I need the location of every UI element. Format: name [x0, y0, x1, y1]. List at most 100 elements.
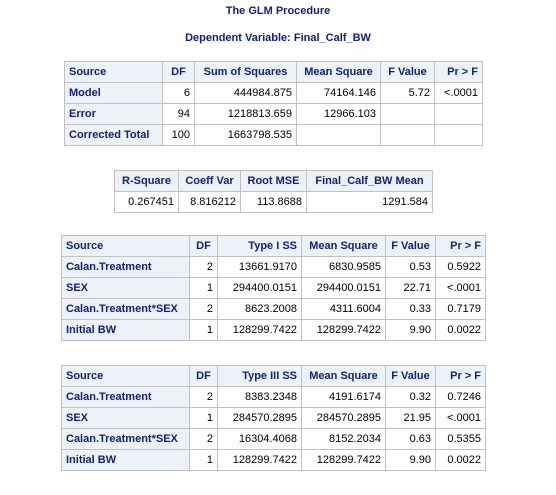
dependent-variable-subtitle: Dependent Variable: Final_Calf_BW [185, 32, 371, 44]
table-cell: 2 [189, 256, 218, 278]
column-header-f-value: F Value [380, 61, 435, 83]
column-header-type1-ss: Type I SS [217, 235, 302, 257]
table-header-row: Source DF Sum of Squares Mean Square F V… [64, 61, 483, 83]
column-header-mean-square: Mean Square [301, 235, 386, 257]
table-row: Initial BW 1 128299.7422 128299.7422 9.9… [61, 319, 486, 341]
table-cell: 12966.103 [296, 103, 381, 125]
column-header-source: Source [64, 61, 163, 83]
row-header: Initial BW [61, 319, 190, 341]
table-cell: 9.90 [385, 319, 436, 341]
table-row: SEX 1 294400.0151 294400.0151 22.71 <.00… [61, 277, 486, 299]
column-header-root-mse: Root MSE [240, 170, 307, 192]
table-cell [380, 124, 435, 146]
table-cell: 2 [189, 386, 218, 408]
table-cell: 2 [189, 428, 218, 450]
table-row: 0.267451 8.816212 113.8688 1291.584 [114, 191, 433, 213]
table-cell: 0.0022 [435, 319, 486, 341]
table-row: Corrected Total 100 1663798.535 [64, 124, 483, 146]
table-cell: 128299.7422 [301, 319, 386, 341]
table-cell: 8152.2034 [301, 428, 386, 450]
table-cell: 8.816212 [178, 191, 241, 213]
row-header: Initial BW [61, 449, 190, 471]
table-cell: 0.63 [385, 428, 436, 450]
table-cell [434, 124, 483, 146]
table-cell: 5.72 [380, 82, 435, 104]
table-cell: 294400.0151 [301, 277, 386, 299]
table-row: SEX 1 284570.2895 284570.2895 21.95 <.00… [61, 407, 486, 429]
table-cell: 16304.4068 [217, 428, 302, 450]
type1-ss-table: Source DF Type I SS Mean Square F Value … [61, 235, 486, 341]
table-header-row: Source DF Type III SS Mean Square F Valu… [61, 365, 486, 387]
column-header-coeff-var: Coeff Var [178, 170, 241, 192]
table-cell: 128299.7422 [217, 449, 302, 471]
table-cell: 8383.2348 [217, 386, 302, 408]
table-row: Calan.Treatment 2 13661.9170 6830.9585 0… [61, 256, 486, 278]
column-header-mean-square: Mean Square [296, 61, 381, 83]
table-cell: 0.0022 [435, 449, 486, 471]
table-cell [380, 103, 435, 125]
table-cell: 2 [189, 298, 218, 320]
table-cell: 0.5922 [435, 256, 486, 278]
row-header: SEX [61, 277, 190, 299]
table-cell: 13661.9170 [217, 256, 302, 278]
table-cell: 1 [189, 407, 218, 429]
table-cell: 0.7179 [435, 298, 486, 320]
table-cell: 74164.146 [296, 82, 381, 104]
table-row: Calan.Treatment 2 8383.2348 4191.6174 0.… [61, 386, 486, 408]
table-cell: 1291.584 [306, 191, 433, 213]
column-header-f-value: F Value [385, 365, 436, 387]
table-cell: 22.71 [385, 277, 436, 299]
column-header-r-square: R-Square [114, 170, 179, 192]
table-cell: 0.5355 [435, 428, 486, 450]
table-cell: <.0001 [435, 407, 486, 429]
table-cell: 1218813.659 [194, 103, 297, 125]
procedure-title: The GLM Procedure [225, 5, 331, 17]
table-row: Initial BW 1 128299.7422 128299.7422 9.9… [61, 449, 486, 471]
table-cell: 9.90 [385, 449, 436, 471]
table-cell: 0.267451 [114, 191, 179, 213]
table-cell: 94 [162, 103, 195, 125]
row-header: Calan.Treatment*SEX [61, 428, 190, 450]
anova-table: Source DF Sum of Squares Mean Square F V… [64, 61, 483, 146]
fit-statistics-table: R-Square Coeff Var Root MSE Final_Calf_B… [114, 170, 433, 213]
column-header-df: DF [189, 235, 218, 257]
table-cell: 1 [189, 319, 218, 341]
table-cell: 128299.7422 [217, 319, 302, 341]
table-row: Model 6 444984.875 74164.146 5.72 <.0001 [64, 82, 483, 104]
column-header-mean: Final_Calf_BW Mean [306, 170, 433, 192]
row-header: SEX [61, 407, 190, 429]
table-cell: 4191.6174 [301, 386, 386, 408]
column-header-pr-f: Pr > F [435, 235, 486, 257]
column-header-df: DF [189, 365, 218, 387]
table-cell: 1663798.535 [194, 124, 297, 146]
table-cell: 21.95 [385, 407, 436, 429]
column-header-mean-square: Mean Square [301, 365, 386, 387]
row-header: Error [64, 103, 163, 125]
table-cell: 0.32 [385, 386, 436, 408]
table-cell: 8623.2008 [217, 298, 302, 320]
type3-ss-table: Source DF Type III SS Mean Square F Valu… [61, 365, 486, 471]
column-header-sum-of-squares: Sum of Squares [194, 61, 297, 83]
column-header-source: Source [61, 235, 190, 257]
table-cell: 1 [189, 277, 218, 299]
table-cell: 284570.2895 [217, 407, 302, 429]
table-cell: 128299.7422 [301, 449, 386, 471]
table-cell [434, 103, 483, 125]
column-header-f-value: F Value [385, 235, 436, 257]
table-cell: 444984.875 [194, 82, 297, 104]
table-cell [296, 124, 381, 146]
table-row: Error 94 1218813.659 12966.103 [64, 103, 483, 125]
row-header: Calan.Treatment [61, 386, 190, 408]
column-header-source: Source [61, 365, 190, 387]
table-row: Calan.Treatment*SEX 2 16304.4068 8152.20… [61, 428, 486, 450]
table-cell: <.0001 [434, 82, 483, 104]
table-cell: 4311.6004 [301, 298, 386, 320]
table-cell: 0.33 [385, 298, 436, 320]
column-header-df: DF [162, 61, 195, 83]
table-cell: 100 [162, 124, 195, 146]
table-cell: 6830.9585 [301, 256, 386, 278]
column-header-pr-f: Pr > F [434, 61, 483, 83]
table-cell: <.0001 [435, 277, 486, 299]
table-header-row: R-Square Coeff Var Root MSE Final_Calf_B… [114, 170, 433, 192]
column-header-pr-f: Pr > F [435, 365, 486, 387]
